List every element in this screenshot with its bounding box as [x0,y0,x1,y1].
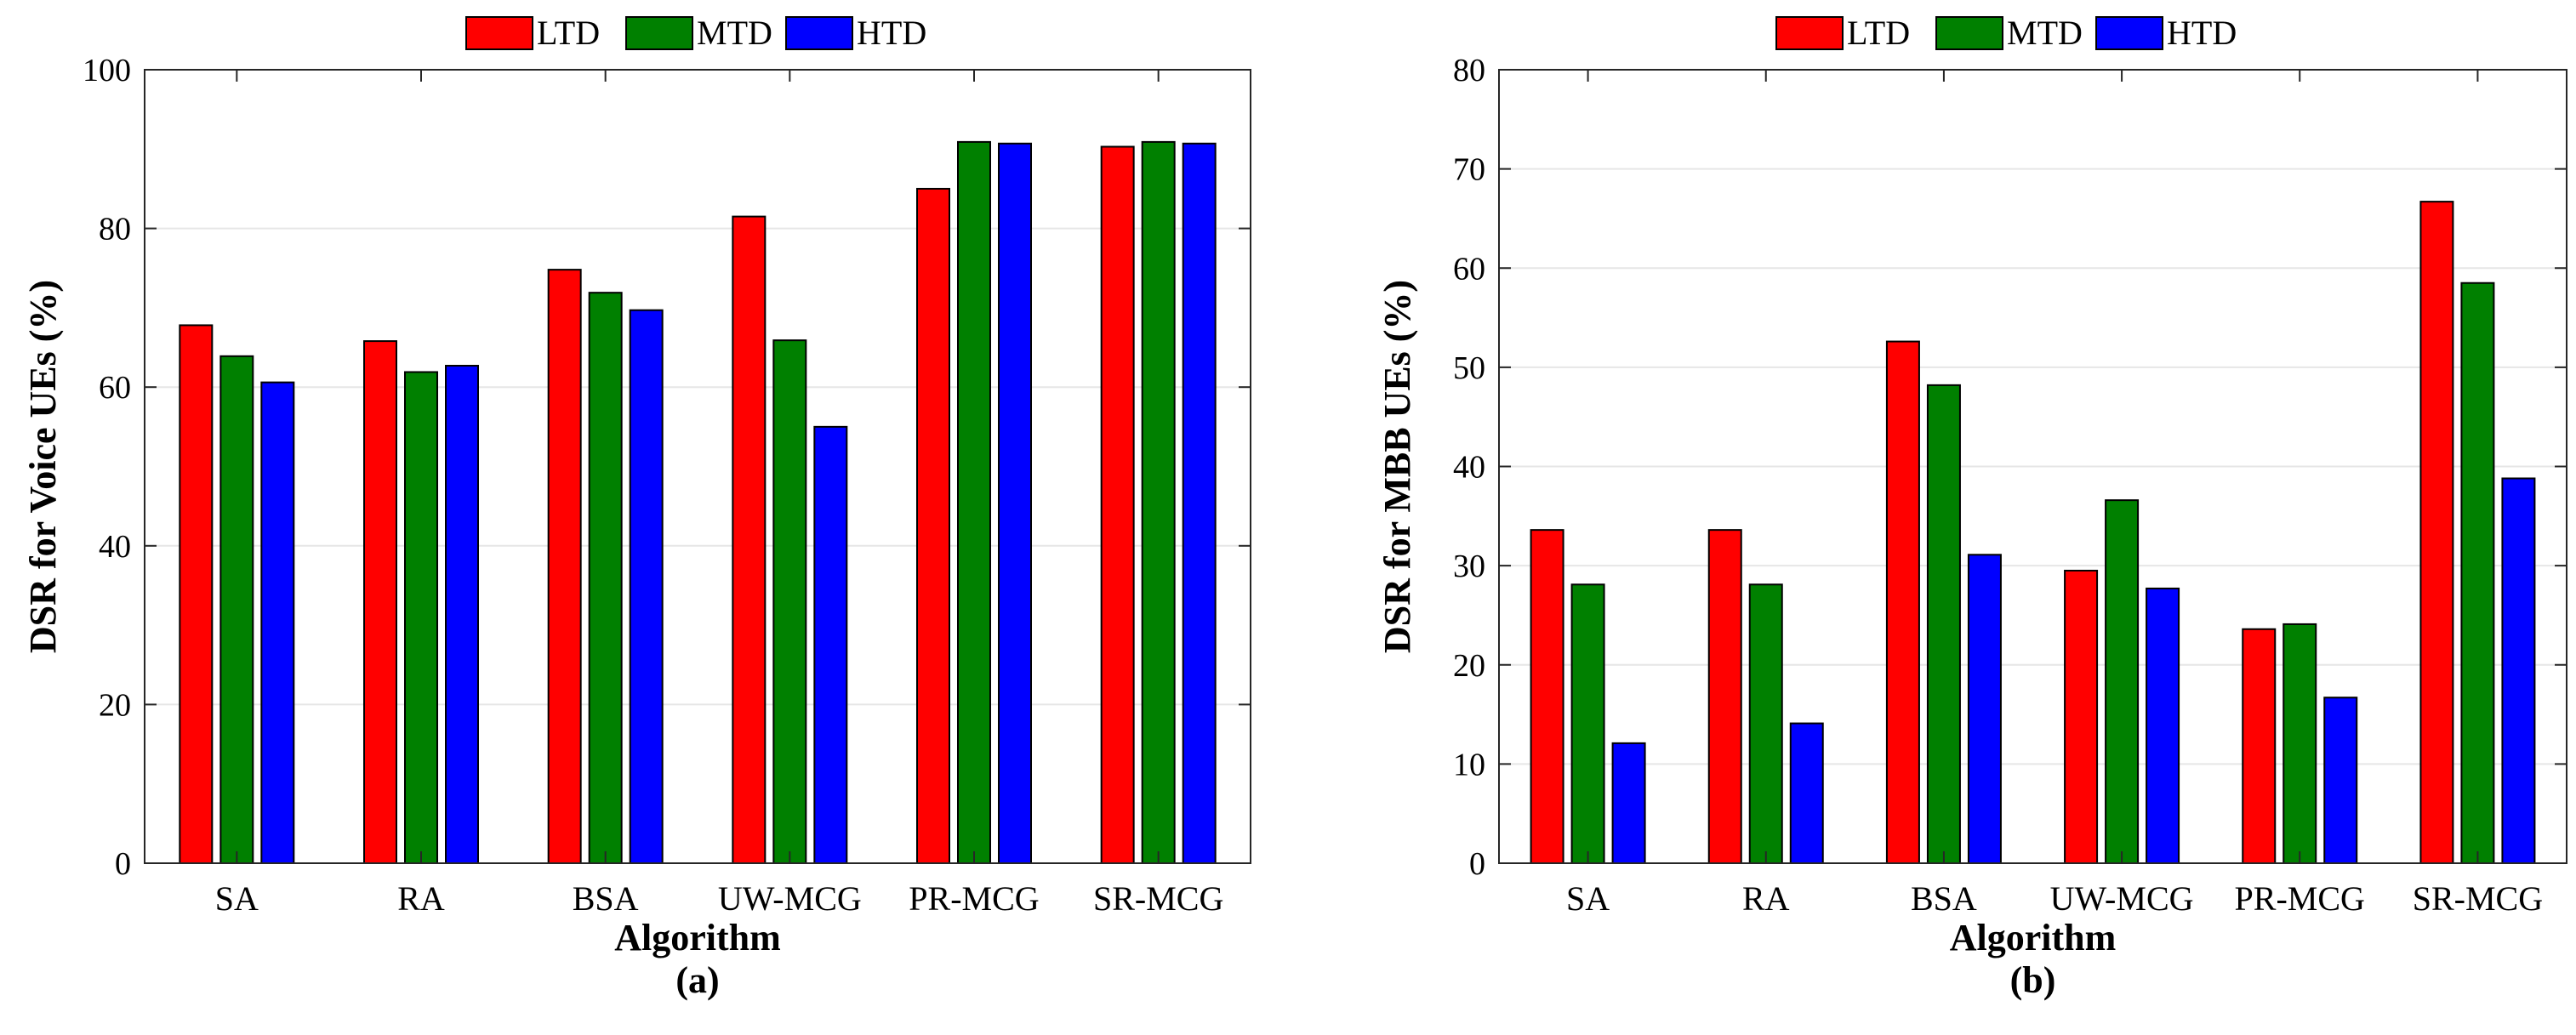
y-tick-label: 40 [99,529,131,565]
bar-mtd-pr-mcg [2282,623,2317,865]
y-tick-label: 0 [1469,846,1485,882]
y-tick-label: 70 [1453,152,1485,188]
bar-htd-sa [1611,742,1646,864]
x-axis-label: Algorithm [1950,917,2117,958]
bar-htd-uw-mcg [2146,587,2180,864]
legend: LTD MTD HTD [465,14,926,52]
y-tick-label: 80 [99,212,131,247]
bar-ltd-sa [179,324,214,864]
bar-htd-sr-mcg [1182,142,1217,865]
y-tick-label: 40 [1453,450,1485,486]
x-tick-label: PR-MCG [909,879,1039,918]
bar-htd-bsa [1967,554,2002,864]
bar-htd-sa [260,381,295,864]
x-tick-label: SR-MCG [2413,879,2543,918]
bar-ltd-sr-mcg [1100,145,1135,865]
y-tick-label: 50 [1453,350,1485,386]
legend-swatch-htd [2095,16,2163,50]
bar-mtd-ra [404,371,438,864]
bar-ltd-uw-mcg [732,215,767,865]
bar-mtd-bsa [588,292,623,865]
legend: LTD MTD HTD [1775,14,2237,52]
axes-box [144,69,1251,864]
panel-label: (b) [2010,959,2056,1001]
bar-ltd-ra [1707,529,1742,864]
bar-htd-pr-mcg [998,142,1032,865]
x-tick-label: BSA [1911,879,1977,918]
x-axis-label: Algorithm [614,917,781,958]
bar-mtd-uw-mcg [2105,499,2140,865]
y-tick-label: 30 [1453,549,1485,584]
bar-ltd-pr-mcg [916,187,950,864]
legend-label-mtd: MTD [697,14,772,52]
bar-ltd-bsa [1885,340,1920,864]
legend-swatch-mtd [1935,16,2003,50]
bar-htd-uw-mcg [813,425,848,865]
chart-panel-b: 0 10 20 30 40 50 60 70 80 SA RA BSA UW-MCG PR-MCG SR-M… [1376,14,2567,1001]
bar-ltd-uw-mcg [2064,569,2099,864]
bar-htd-pr-mcg [2323,697,2358,865]
bar-mtd-ra [1748,583,1783,864]
y-tick-label: 20 [99,687,131,723]
x-tick-label: SA [215,879,259,918]
panel-label: (a) [675,959,719,1001]
bar-htd-sr-mcg [2501,477,2536,864]
bar-mtd-bsa [1926,384,1961,864]
x-tick-label: SR-MCG [1093,879,1223,918]
legend-label-ltd: LTD [1847,14,1910,52]
bar-mtd-sr-mcg [1141,140,1176,864]
y-tick-label: 0 [115,846,131,882]
bar-ltd-bsa [547,269,582,864]
bar-ltd-pr-mcg [2242,628,2277,864]
bar-htd-ra [445,365,479,865]
chart-panel-a: 0 20 40 60 80 100 SA RA BSA UW-MCG PR-MCG SR-MCG Alg… [22,14,1251,1001]
legend-label-htd: HTD [857,14,926,52]
x-tick-label: BSA [573,879,639,918]
y-axis-label: DSR for MBB UEs (%) [1376,280,1418,653]
legend-label-mtd: MTD [2007,14,2083,52]
bar-htd-ra [1789,722,1824,865]
x-tick-label: UW-MCG [718,879,862,918]
bar-mtd-pr-mcg [957,140,991,864]
x-tick-label: SA [1566,879,1610,918]
y-tick-label: 80 [1453,53,1485,88]
legend-label-htd: HTD [2167,14,2237,52]
x-tick-label: UW-MCG [2050,879,2194,918]
legend-label-ltd: LTD [537,14,600,52]
y-tick-label: 10 [1453,747,1485,782]
x-tick-label: PR-MCG [2235,879,2365,918]
bar-mtd-sa [1570,583,1605,864]
bar-htd-bsa [629,309,664,865]
bar-ltd-sa [1530,529,1564,864]
legend-swatch-mtd [625,16,693,50]
legend-swatch-ltd [1775,16,1844,50]
bar-mtd-uw-mcg [772,339,807,864]
y-tick-label: 20 [1453,648,1485,684]
legend-swatch-htd [785,16,853,50]
y-tick-label: 60 [1453,251,1485,287]
bar-mtd-sr-mcg [2460,281,2495,864]
y-tick-label: 60 [99,370,131,406]
bar-mtd-sa [219,355,254,864]
x-tick-label: RA [1742,879,1790,918]
y-axis-label: DSR for Voice UEs (%) [22,280,64,653]
bar-ltd-sr-mcg [2419,201,2454,864]
bar-ltd-ra [363,340,397,864]
y-tick-label: 100 [83,53,131,88]
x-tick-label: RA [397,879,445,918]
legend-swatch-ltd [465,16,533,50]
